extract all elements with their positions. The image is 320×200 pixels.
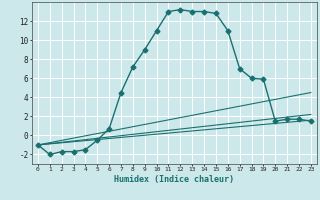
X-axis label: Humidex (Indice chaleur): Humidex (Indice chaleur) (115, 175, 234, 184)
